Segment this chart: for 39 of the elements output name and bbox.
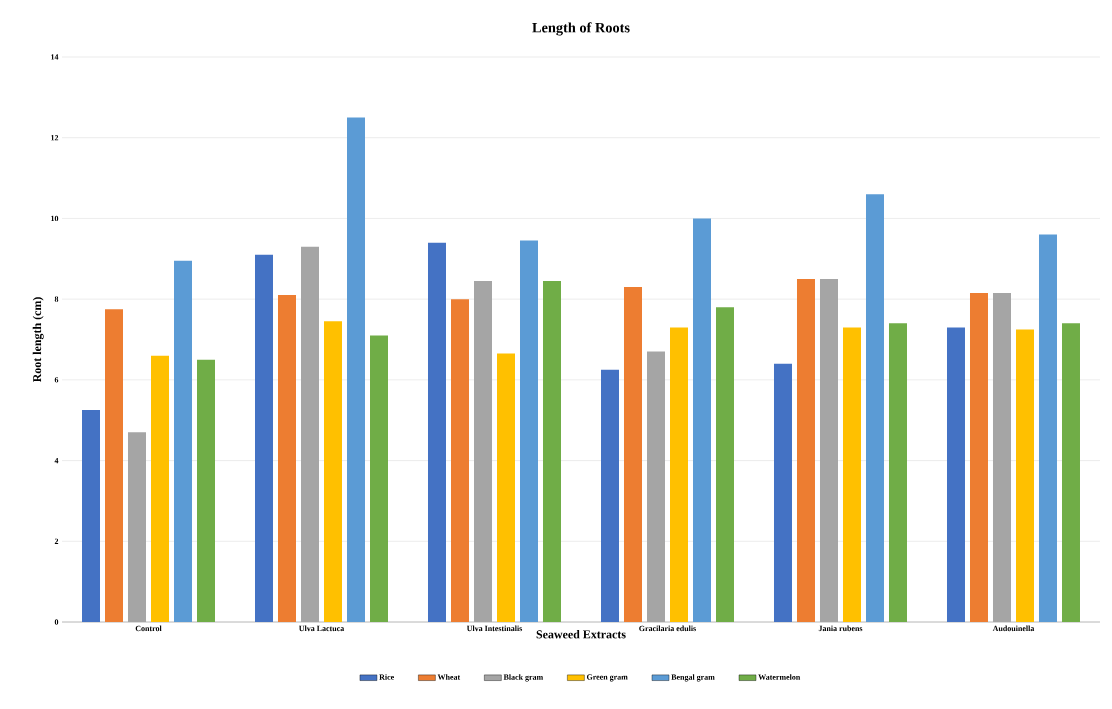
bar	[301, 246, 319, 622]
bar	[716, 307, 734, 622]
bar	[773, 363, 792, 622]
bar	[347, 117, 365, 622]
bar	[497, 353, 515, 622]
bar	[520, 240, 538, 622]
bar	[105, 309, 123, 622]
bar	[428, 242, 446, 622]
bar	[474, 280, 492, 622]
y-axis-title: Root length (cm)	[32, 297, 44, 383]
bar	[451, 299, 469, 622]
x-axis-title: Seaweed Extracts	[536, 629, 626, 639]
bar	[82, 410, 100, 622]
chart-title: Length of Roots	[532, 22, 630, 36]
bar	[946, 327, 965, 622]
bar	[969, 293, 988, 622]
bar	[819, 278, 838, 622]
bar	[1015, 329, 1034, 622]
bar	[255, 254, 273, 622]
bar	[1061, 323, 1080, 622]
bar	[370, 335, 388, 622]
bar	[197, 359, 215, 622]
bar	[647, 351, 665, 622]
bar	[796, 278, 815, 622]
bar	[693, 218, 711, 622]
bar	[278, 295, 296, 622]
bar	[670, 327, 688, 622]
bar	[1038, 234, 1057, 622]
bar	[543, 280, 561, 622]
bar	[151, 355, 169, 622]
bar	[888, 323, 907, 622]
bar	[174, 260, 192, 622]
bar	[865, 194, 884, 622]
bar	[128, 432, 146, 622]
bar	[624, 287, 642, 622]
bar	[842, 327, 861, 622]
bar	[992, 293, 1011, 622]
bar	[324, 321, 342, 622]
bar	[600, 369, 619, 622]
